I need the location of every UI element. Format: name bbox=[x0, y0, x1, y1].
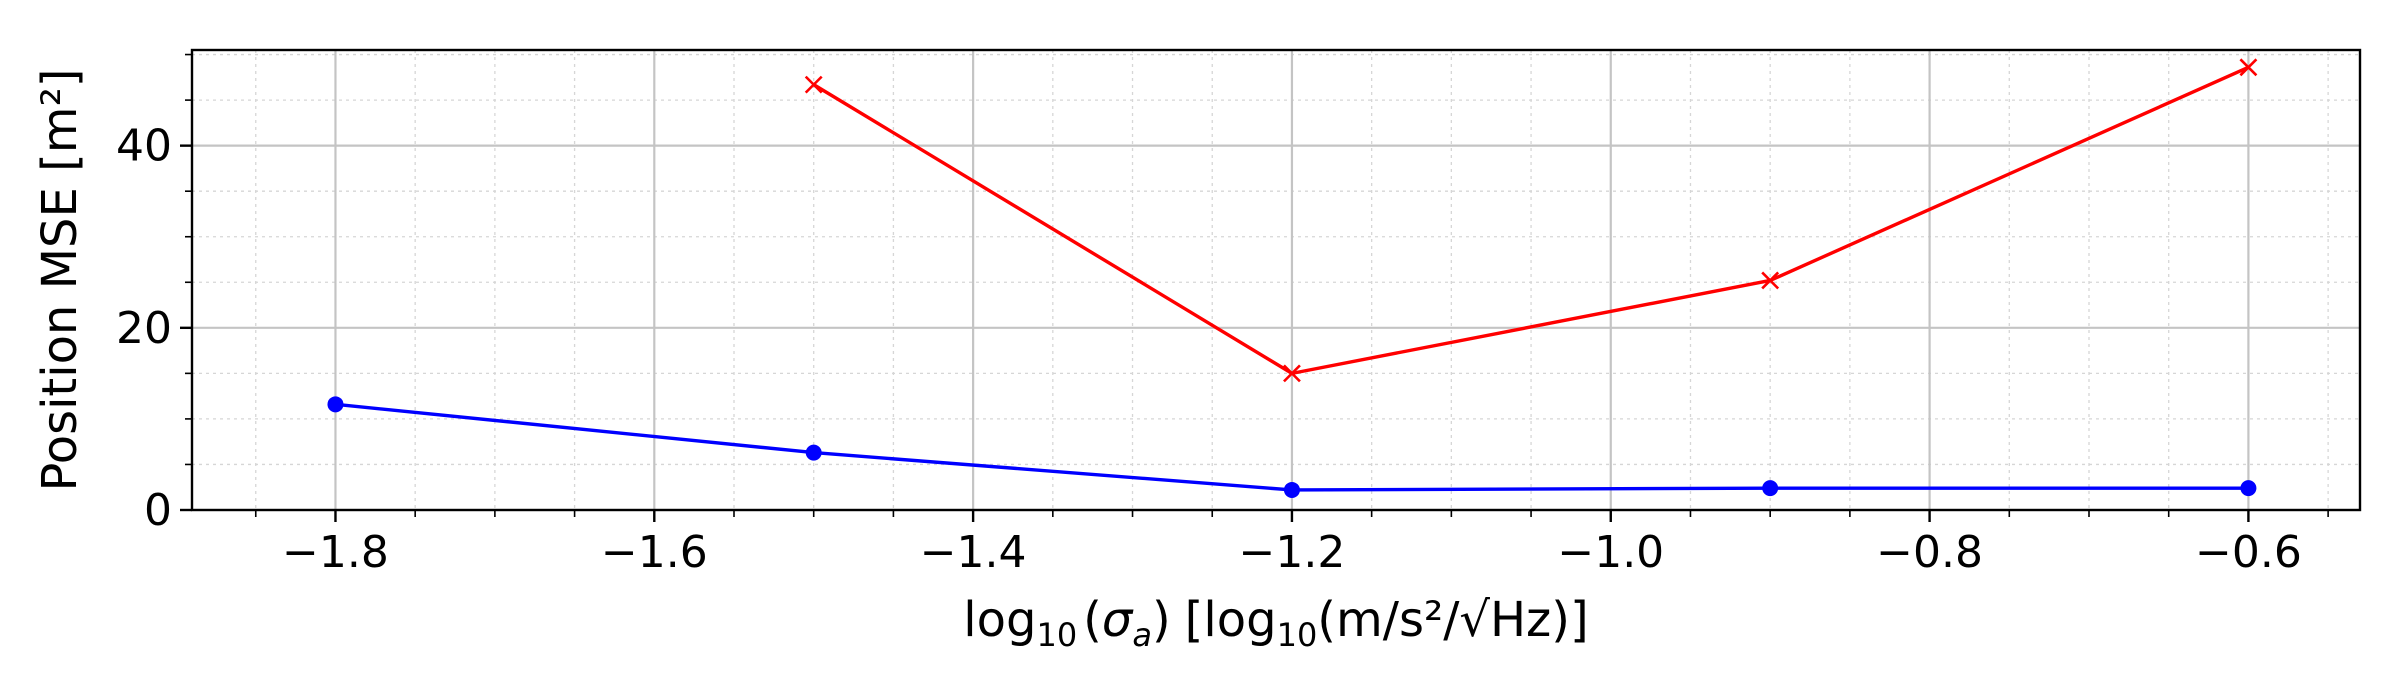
x-axis-title-prefix: log bbox=[963, 592, 1036, 648]
series-1 bbox=[804, 58, 2258, 383]
data-point bbox=[1761, 271, 1780, 290]
x-tick-label: −1.0 bbox=[1557, 527, 1664, 578]
x-tick-label: −1.8 bbox=[282, 527, 389, 578]
series-2 bbox=[327, 396, 2257, 498]
x-axis-title-var-open: ( bbox=[1083, 592, 1102, 648]
x-axis-title-prefix-sub: 10 bbox=[1036, 616, 1077, 654]
data-point bbox=[1283, 481, 1300, 498]
data-point bbox=[2240, 480, 2257, 497]
plot-frame bbox=[190, 48, 2362, 512]
axis-ticks bbox=[180, 53, 2329, 522]
major-gridlines bbox=[192, 50, 2360, 512]
x-axis-title-unit-open: [log bbox=[1185, 592, 1277, 648]
x-axis-title-var: σ bbox=[1102, 592, 1134, 648]
data-point bbox=[2239, 58, 2258, 77]
y-tick-label: 0 bbox=[144, 485, 172, 536]
x-tick-label: −0.6 bbox=[2195, 527, 2302, 578]
series-layer bbox=[327, 58, 2258, 498]
y-axis-title: Position MSE [m²] bbox=[32, 68, 88, 491]
x-axis-title-var-close: ) bbox=[1152, 592, 1171, 648]
x-tick-label: −1.4 bbox=[920, 527, 1027, 578]
data-point bbox=[1283, 364, 1301, 383]
series-line bbox=[812, 65, 2250, 376]
y-tick-label: 40 bbox=[116, 121, 172, 172]
data-point bbox=[804, 75, 823, 94]
data-point bbox=[327, 396, 344, 413]
x-axis-title-var-sub: a bbox=[1132, 616, 1152, 654]
data-point bbox=[1762, 480, 1779, 497]
minor-gridlines bbox=[192, 50, 2360, 511]
y-tick-labels: 0 20 40 bbox=[116, 121, 172, 536]
data-point bbox=[805, 444, 822, 461]
y-tick-label: 20 bbox=[116, 303, 172, 354]
x-axis-title: log10 (σa) [log10(m/s²/√Hz)] bbox=[963, 592, 1588, 654]
x-tick-label: −1.2 bbox=[1239, 527, 1346, 578]
x-tick-labels: −1.8 −1.6 −1.4 −1.2 −1.0 −0.8 −0.6 bbox=[282, 527, 2302, 578]
x-tick-label: −0.8 bbox=[1876, 527, 1983, 578]
x-tick-label: −1.6 bbox=[601, 527, 708, 578]
x-axis-title-unit-rest: (m/s²/√Hz)] bbox=[1317, 592, 1588, 648]
x-axis-title-unit-sub: 10 bbox=[1277, 616, 1318, 654]
